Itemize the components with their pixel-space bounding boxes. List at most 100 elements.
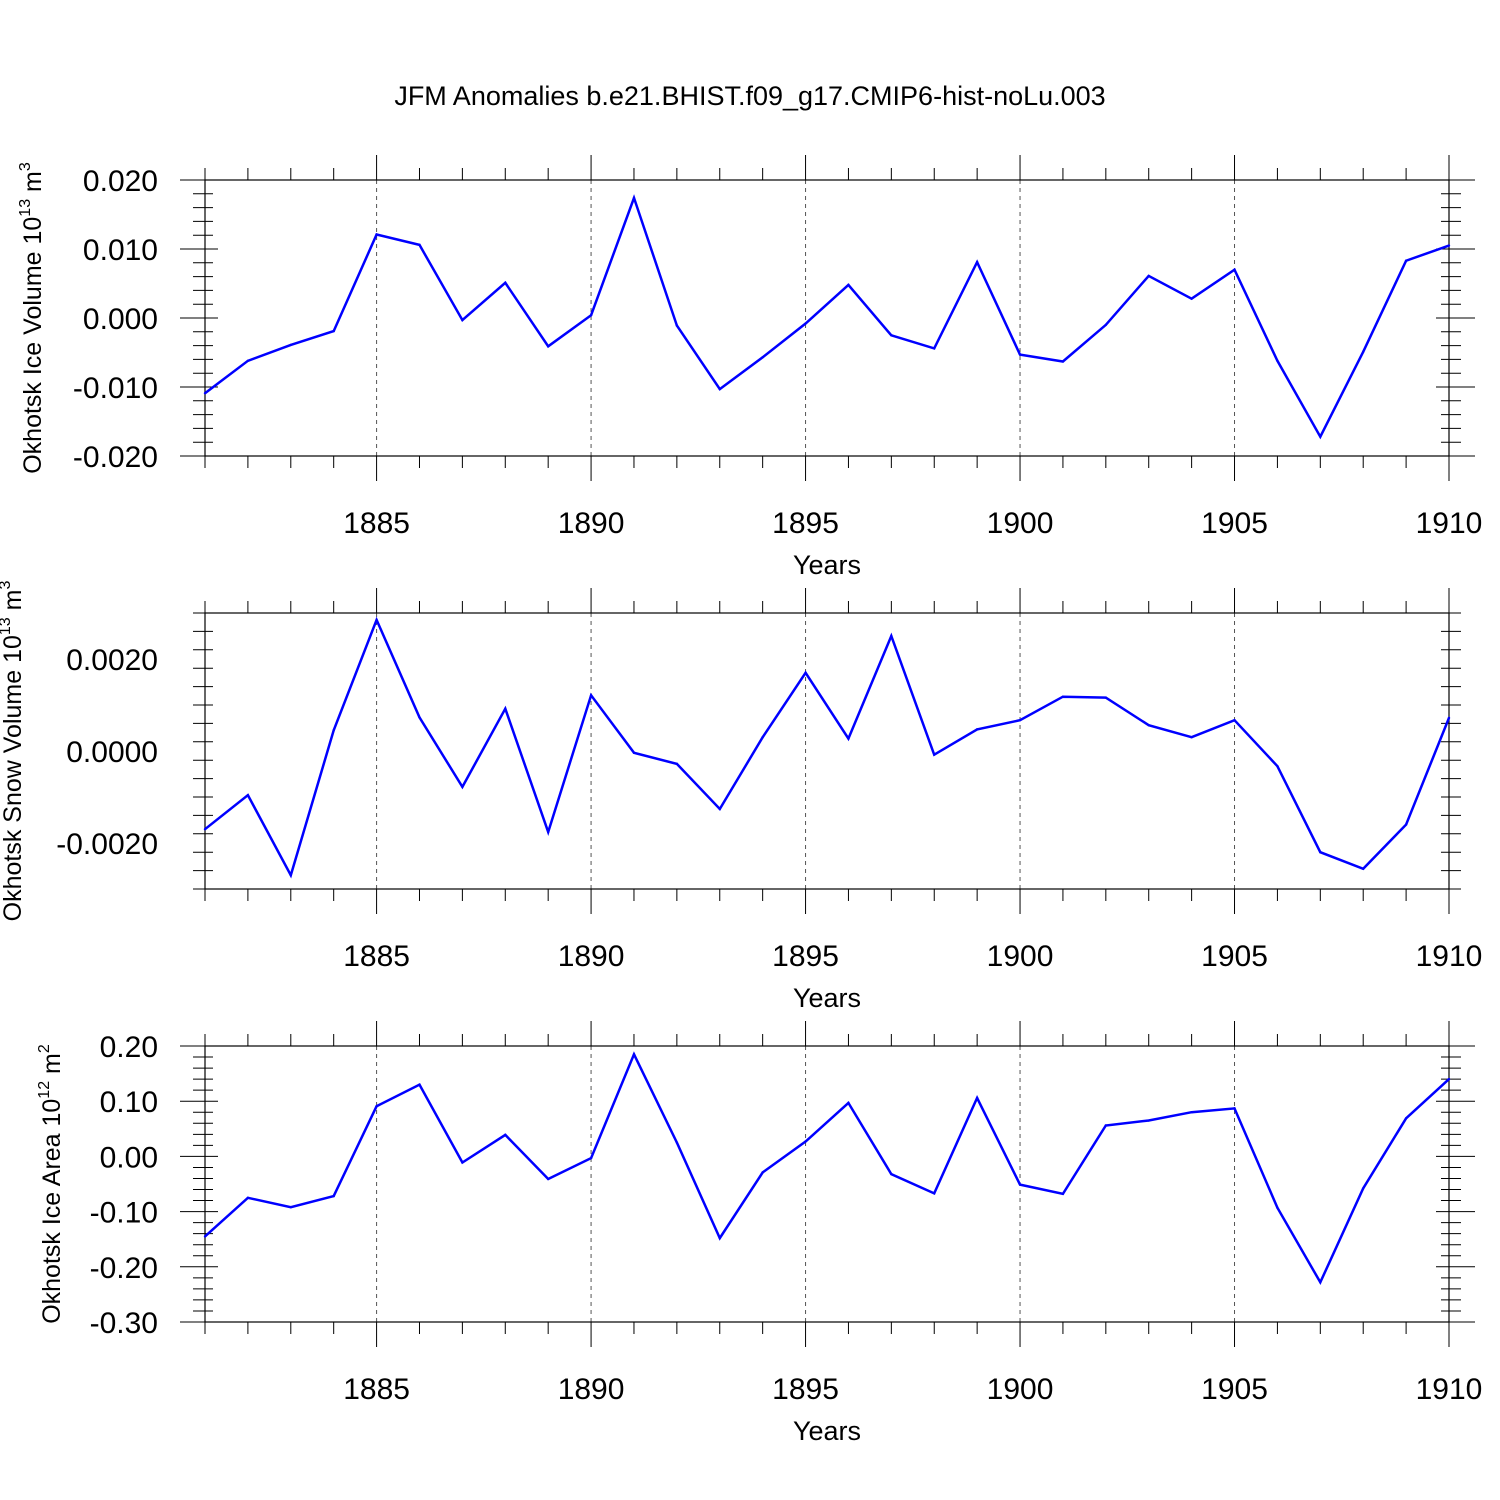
data-point	[1147, 274, 1150, 278]
data-point	[890, 634, 893, 638]
y-tick-label: 0.000	[83, 303, 158, 336]
data-point	[1233, 268, 1236, 271]
data-point	[289, 343, 292, 347]
x-tick-label: 1905	[1201, 507, 1268, 540]
chart-panel-3: 0.20 0.10 0.00 -0.10 -0.20 -0.30 1885 1890 1895 1…	[36, 1021, 1482, 1446]
data-point	[332, 729, 335, 732]
data-point	[1104, 696, 1108, 699]
x-tick-label: 1910	[1416, 507, 1483, 540]
data-point	[1362, 867, 1365, 870]
y-axis-label-exponent: 13	[17, 199, 34, 217]
data-point	[1276, 764, 1279, 768]
y-axis-label-exponent: 2	[36, 1044, 53, 1053]
data-point	[289, 1205, 292, 1209]
data-point	[890, 1172, 893, 1176]
data-point	[589, 1156, 593, 1160]
data-point	[203, 1235, 207, 1238]
data-point	[1447, 1077, 1451, 1081]
data-point	[975, 1096, 979, 1100]
data-point	[804, 322, 807, 325]
data-point	[546, 830, 550, 834]
data-point	[1104, 323, 1108, 327]
data-point	[375, 233, 378, 236]
data-point	[1018, 1183, 1022, 1186]
data-point	[847, 1101, 850, 1105]
data-point	[718, 1236, 721, 1240]
plot-frame	[204, 612, 1450, 890]
data-point	[847, 283, 850, 287]
data-point	[975, 260, 979, 264]
data-point	[933, 753, 936, 756]
x-tick-label: 1900	[987, 507, 1054, 540]
data-point	[1233, 1107, 1236, 1110]
data-point	[246, 793, 250, 797]
data-point	[375, 618, 378, 622]
data-point	[1104, 1124, 1108, 1127]
y-tick-label: -0.010	[73, 372, 158, 405]
y-tick-label: -0.0020	[56, 828, 158, 861]
x-axis-label: Years	[793, 983, 861, 1013]
x-tick-label: 1890	[558, 1373, 625, 1406]
data-point	[1362, 350, 1365, 354]
x-tick-label: 1905	[1201, 940, 1268, 973]
data-point	[1061, 360, 1065, 363]
data-point	[890, 334, 893, 337]
data-point	[975, 728, 979, 731]
data-point	[332, 329, 335, 333]
data-point	[504, 281, 507, 285]
y-axis-label-exponent: 13	[0, 617, 14, 635]
data-point	[675, 1141, 679, 1144]
y-axis-label-text: Okhotsk Snow Volume 10	[0, 635, 27, 921]
y-axis-label-text: Okhotsk Ice Area 10	[38, 1099, 66, 1324]
data-point	[718, 807, 721, 811]
plot-frame	[204, 1045, 1450, 1323]
data-point	[246, 1196, 250, 1200]
y-axis-label-text: m	[0, 590, 27, 618]
data-point	[761, 736, 764, 739]
data-point	[1319, 1281, 1322, 1284]
data-point	[1447, 244, 1451, 247]
data-point	[1061, 1192, 1065, 1196]
y-tick-label: 0.20	[100, 1031, 158, 1064]
data-point	[461, 785, 464, 789]
y-axis-label-text: m	[38, 1053, 66, 1081]
data-point	[675, 324, 679, 327]
y-axis-label-exponent: 3	[0, 581, 14, 590]
chart-panel-2: 0.0020 0.0000 -0.0020 1885 1890 1895 1900 1905 1…	[0, 581, 1482, 1013]
y-axis-label: Okhotsk Ice Volume 1013 m3	[17, 162, 47, 474]
data-point	[1319, 435, 1322, 438]
y-axis-label: Okhotsk Ice Area 1012 m2	[36, 1044, 66, 1324]
data-point	[1190, 1111, 1193, 1114]
data-point	[1276, 359, 1279, 362]
x-axis-label: Years	[793, 550, 861, 580]
data-point	[203, 392, 207, 395]
y-tick-label: 0.0000	[66, 736, 158, 769]
data-point	[1276, 1206, 1279, 1209]
x-tick-label: 1895	[772, 940, 839, 973]
data-point	[1147, 724, 1150, 727]
data-point	[632, 751, 636, 755]
x-tick-label: 1885	[343, 1373, 410, 1406]
data-point	[632, 196, 636, 200]
data-point	[461, 318, 464, 322]
data-point	[1447, 716, 1451, 720]
x-tick-label: 1910	[1416, 940, 1483, 973]
plot-frame	[204, 179, 1450, 457]
data-point	[246, 359, 250, 362]
data-point	[1404, 259, 1408, 262]
x-tick-label: 1890	[558, 940, 625, 973]
data-series-line	[204, 1051, 1450, 1286]
data-point	[1404, 1117, 1408, 1120]
data-point	[1233, 718, 1236, 722]
data-point	[1018, 353, 1022, 356]
data-series-line	[204, 616, 1451, 879]
chart-panel-1: 0.020 0.010 0.000 -0.010 -0.020 1885 1890 1895 1…	[17, 155, 1482, 580]
x-tick-label: 1890	[558, 507, 625, 540]
data-point	[933, 347, 936, 350]
x-tick-label: 1885	[343, 507, 410, 540]
data-point	[375, 1104, 378, 1108]
data-point	[933, 1192, 936, 1195]
data-series-line	[204, 194, 1450, 440]
x-tick-label: 1905	[1201, 1373, 1268, 1406]
